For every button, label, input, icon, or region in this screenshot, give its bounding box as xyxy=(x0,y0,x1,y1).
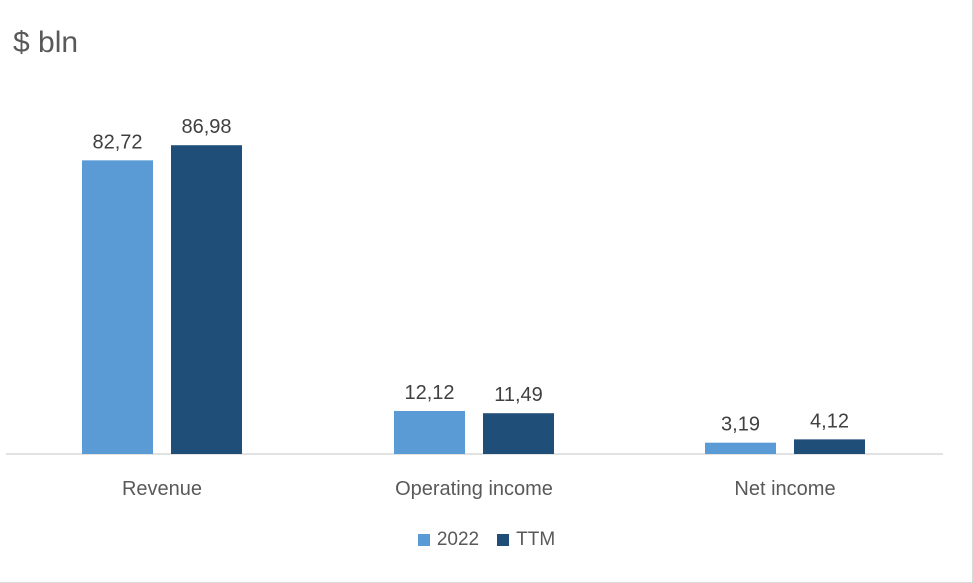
legend-swatch-2022 xyxy=(417,534,430,546)
bar-ttm-operating-income xyxy=(483,413,554,454)
x-tick-label-operating-income: Operating income xyxy=(395,478,553,500)
bar-2022-operating-income xyxy=(394,410,465,454)
legend-label-2022: 2022 xyxy=(436,529,480,550)
x-tick-label-net-income: Net income xyxy=(734,478,835,500)
legend: 2022 TTM xyxy=(0,529,973,551)
data-label-ttm-revenue: 86,98 xyxy=(181,116,231,138)
legend-label-ttm: TTM xyxy=(516,529,556,550)
chart-title: $ bln xyxy=(13,26,79,59)
legend-item-ttm: TTM xyxy=(497,529,555,551)
data-label-2022-net-income: 3,19 xyxy=(721,414,760,436)
data-label-ttm-operating-income: 11,49 xyxy=(494,384,543,406)
bar-2022-net-income xyxy=(705,442,776,454)
legend-item-2022: 2022 xyxy=(417,529,480,551)
bar-ttm-net-income xyxy=(794,439,865,454)
data-label-2022-operating-income: 12,12 xyxy=(404,382,454,404)
legend-swatch-ttm xyxy=(497,534,510,546)
data-label-ttm-net-income: 4,12 xyxy=(810,410,849,432)
data-label-2022-revenue: 82,72 xyxy=(92,131,142,153)
x-tick-label-revenue: Revenue xyxy=(122,478,202,500)
bar-2022-revenue xyxy=(82,160,153,454)
bar-ttm-revenue xyxy=(171,145,242,454)
